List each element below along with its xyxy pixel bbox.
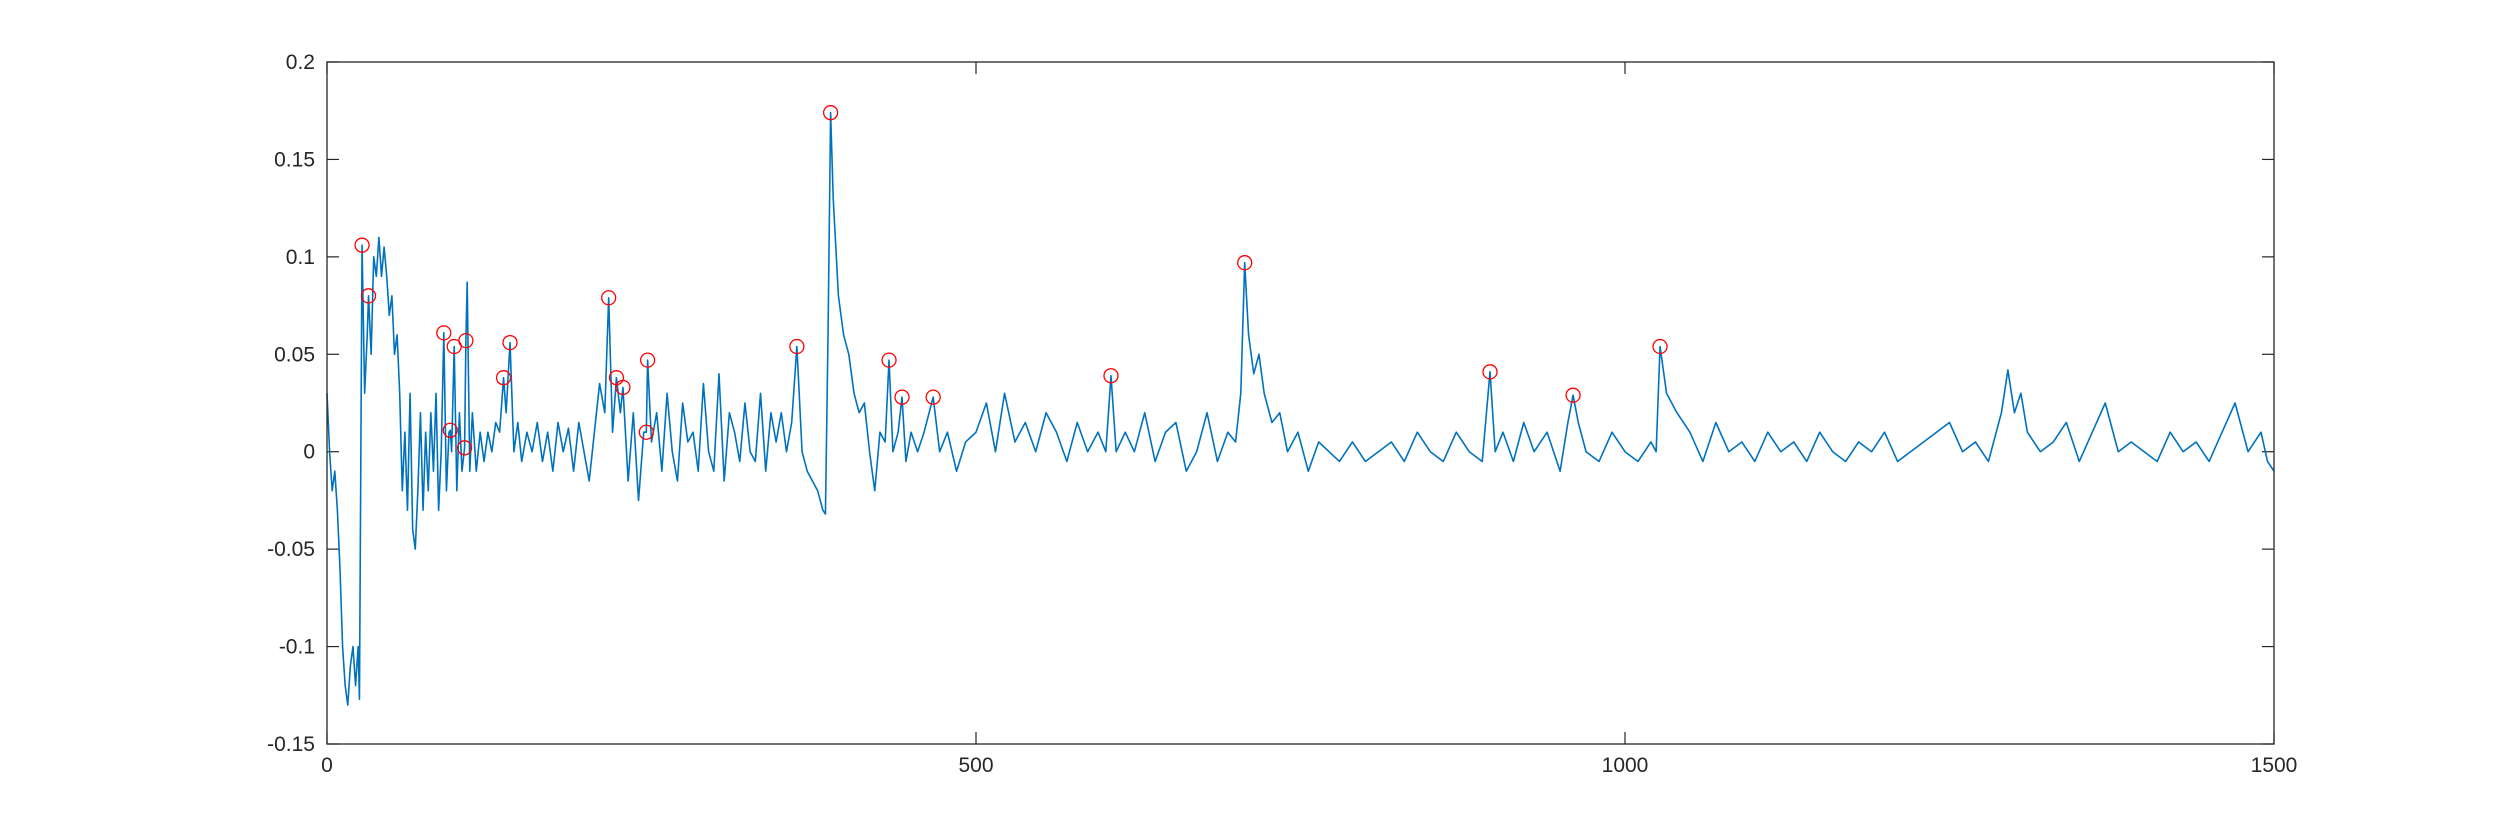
signal-line [326,111,2275,706]
peak-marker [354,237,370,253]
peak-marker [495,370,512,386]
x-tick-label: 1000 [1602,754,1649,777]
peak-marker [601,290,617,306]
x-tick-label: 0 [321,754,333,777]
y-tick-label: 0.1 [286,246,315,269]
peak-marker [360,288,377,304]
peak-marker [1237,255,1253,271]
peak-marker [502,334,518,351]
peak-marker [638,424,654,440]
peak-marker [822,105,839,121]
peak-marker [458,332,474,349]
peak-marker [436,325,452,341]
peak-marker [615,379,631,396]
x-tick-label: 500 [958,754,993,777]
peak-marker [1652,338,1668,355]
peak-marker [456,440,473,456]
y-tick-label: 0.15 [274,148,315,171]
peak-marker [789,338,805,355]
axes-box [326,61,2275,745]
y-tick-label: -0.05 [267,538,315,561]
y-tick-label: 0.05 [274,343,315,366]
y-tick-label: 0.2 [286,51,315,74]
peak-marker [1565,387,1581,403]
peak-marker [639,352,656,368]
y-tick-label: -0.15 [267,733,315,756]
peak-marker [1103,368,1119,384]
peak-marker [925,389,941,405]
peak-marker [894,389,910,405]
y-tick-label: 0 [303,441,315,464]
peak-marker [442,422,458,438]
x-tick-label: 1500 [2251,754,2298,777]
plot-area [327,62,2274,744]
y-tick-label: -0.1 [279,636,315,659]
peak-marker [1482,364,1498,380]
peak-marker [881,352,897,368]
